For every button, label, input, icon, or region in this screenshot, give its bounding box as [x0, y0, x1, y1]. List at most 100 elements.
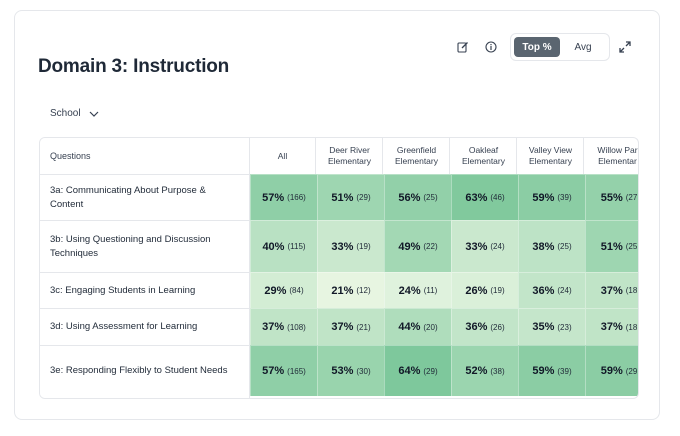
cell-percent: 33% [331, 240, 354, 253]
heatmap-cell[interactable]: 53% (30) [317, 345, 384, 396]
cell-count: (20) [423, 322, 438, 332]
heatmap-cell[interactable]: 37% (18 [585, 308, 638, 345]
question-label: 3d: Using Assessment for Learning [40, 308, 249, 345]
heatmap-cell[interactable]: 64% (29) [384, 345, 451, 396]
questions-header: Questions [50, 151, 91, 161]
cell-count: (24) [557, 286, 572, 295]
column-header-line1: Greenfield [396, 145, 437, 155]
cell-percent: 64% [398, 365, 421, 377]
school-filter-dropdown[interactable]: School [50, 108, 99, 119]
heatmap-cell[interactable]: 36% (26) [451, 308, 518, 345]
cell-count: (29) [423, 366, 438, 376]
edit-button[interactable] [453, 37, 473, 57]
cell-count: (84) [289, 286, 304, 295]
cell-percent: 56% [398, 191, 421, 204]
heatmap-cell[interactable]: 52% (38) [451, 345, 518, 396]
cell-count: (22) [423, 242, 438, 251]
heatmap-table: Questions 3a: Communicating About Purpos… [39, 137, 639, 399]
heatmap-cell[interactable]: 55% (27 [585, 174, 638, 220]
heatmap-cell[interactable]: 33% (24) [451, 220, 518, 272]
info-button[interactable] [481, 37, 501, 57]
cell-percent: 49% [398, 240, 421, 253]
cell-count: (12) [356, 286, 371, 295]
heatmap-cell[interactable]: 59% (39) [518, 345, 585, 396]
cell-count: (27 [625, 193, 638, 202]
cell-count: (165) [287, 366, 306, 376]
cell-count: (23) [557, 322, 572, 332]
heatmap-cell[interactable]: 21% (12) [317, 272, 384, 308]
column-header: Willow Par Elementar [585, 138, 638, 174]
column-header: Deer River Elementary [317, 138, 383, 174]
column-header: Greenfield Elementary [384, 138, 450, 174]
cell-percent: 35% [532, 321, 555, 333]
expand-button[interactable] [615, 37, 635, 57]
heatmap-cell[interactable]: 51% (25 [585, 220, 638, 272]
cell-count: (38) [490, 366, 505, 376]
cell-percent: 51% [331, 191, 354, 204]
heatmap-cell[interactable]: 57% (166) [250, 174, 317, 220]
heatmap-cell[interactable]: 59% (39) [518, 174, 585, 220]
cell-count: (30) [356, 366, 371, 376]
cell-count: (25) [557, 242, 572, 251]
question-label: 3b: Using Questioning and Discussion Tec… [40, 220, 249, 272]
heatmap-cell[interactable]: 59% (29 [585, 345, 638, 396]
heatmap-cell[interactable]: 29% (84) [250, 272, 317, 308]
cell-percent: 36% [532, 284, 555, 297]
column-header-line1: All [277, 150, 288, 161]
cell-percent: 33% [465, 240, 488, 253]
domain-card: Domain 3: Instruction Top % Avg School Q… [14, 10, 660, 420]
cell-percent: 53% [331, 365, 354, 377]
cell-count: (24) [490, 242, 505, 251]
cell-count: (25 [625, 242, 638, 251]
school-filter-label: School [50, 108, 81, 119]
heatmap-cell[interactable]: 51% (29) [317, 174, 384, 220]
cell-percent: 55% [600, 191, 623, 204]
cell-count: (18 [625, 286, 638, 295]
chevron-down-icon [89, 111, 99, 117]
edit-icon [457, 42, 468, 53]
cell-percent: 57% [262, 365, 285, 377]
cell-count: (11) [423, 286, 438, 295]
heatmap-cell[interactable]: 36% (24) [518, 272, 585, 308]
avg-toggle[interactable]: Avg [574, 41, 592, 53]
heatmap-cell[interactable]: 57% (165) [250, 345, 317, 396]
cell-count: (18 [625, 322, 638, 332]
cell-percent: 59% [600, 365, 623, 377]
heatmap-cell[interactable]: 37% (21) [317, 308, 384, 345]
metric-toggle: Top % Avg [510, 33, 610, 61]
cell-percent: 37% [331, 321, 354, 333]
heatmap-grid: All Deer River Elementary Greenfield Element… [250, 138, 638, 398]
heatmap-cell[interactable]: 38% (25) [518, 220, 585, 272]
column-header: Oakleaf Elementary [451, 138, 517, 174]
cell-count: (108) [287, 322, 306, 332]
heatmap-cell[interactable]: 37% (108) [250, 308, 317, 345]
heatmap-cell[interactable]: 26% (19) [451, 272, 518, 308]
page-title: Domain 3: Instruction [38, 56, 230, 77]
heatmap-cell[interactable]: 33% (19) [317, 220, 384, 272]
heatmap-cell[interactable]: 40% (115) [250, 220, 317, 272]
column-header-line2: Elementary [395, 156, 438, 166]
heatmap-cell[interactable]: 35% (23) [518, 308, 585, 345]
column-header-line2: Elementary [462, 156, 505, 166]
cell-percent: 37% [600, 321, 623, 333]
heatmap-cell[interactable]: 24% (11) [384, 272, 451, 308]
cell-percent: 26% [465, 284, 488, 297]
top-percent-toggle[interactable]: Top % [514, 37, 560, 57]
cell-count: (26) [490, 322, 505, 332]
cell-count: (29 [625, 366, 638, 376]
cell-count: (46) [490, 193, 505, 202]
heatmap-cell[interactable]: 56% (25) [384, 174, 451, 220]
cell-count: (29) [356, 193, 371, 202]
question-label: 3a: Communicating About Purpose & Conten… [40, 174, 249, 220]
cell-percent: 63% [465, 191, 488, 204]
column-header-line1: Oakleaf [468, 145, 499, 155]
heatmap-cell[interactable]: 63% (46) [451, 174, 518, 220]
heatmap-cell[interactable]: 37% (18 [585, 272, 638, 308]
column-header: Valley View Elementary [518, 138, 584, 174]
heatmap-cell[interactable]: 49% (22) [384, 220, 451, 272]
cell-percent: 24% [398, 284, 421, 297]
cell-percent: 52% [465, 365, 488, 377]
cell-percent: 37% [600, 284, 623, 297]
heatmap-cell[interactable]: 44% (20) [384, 308, 451, 345]
cell-count: (21) [356, 322, 371, 332]
